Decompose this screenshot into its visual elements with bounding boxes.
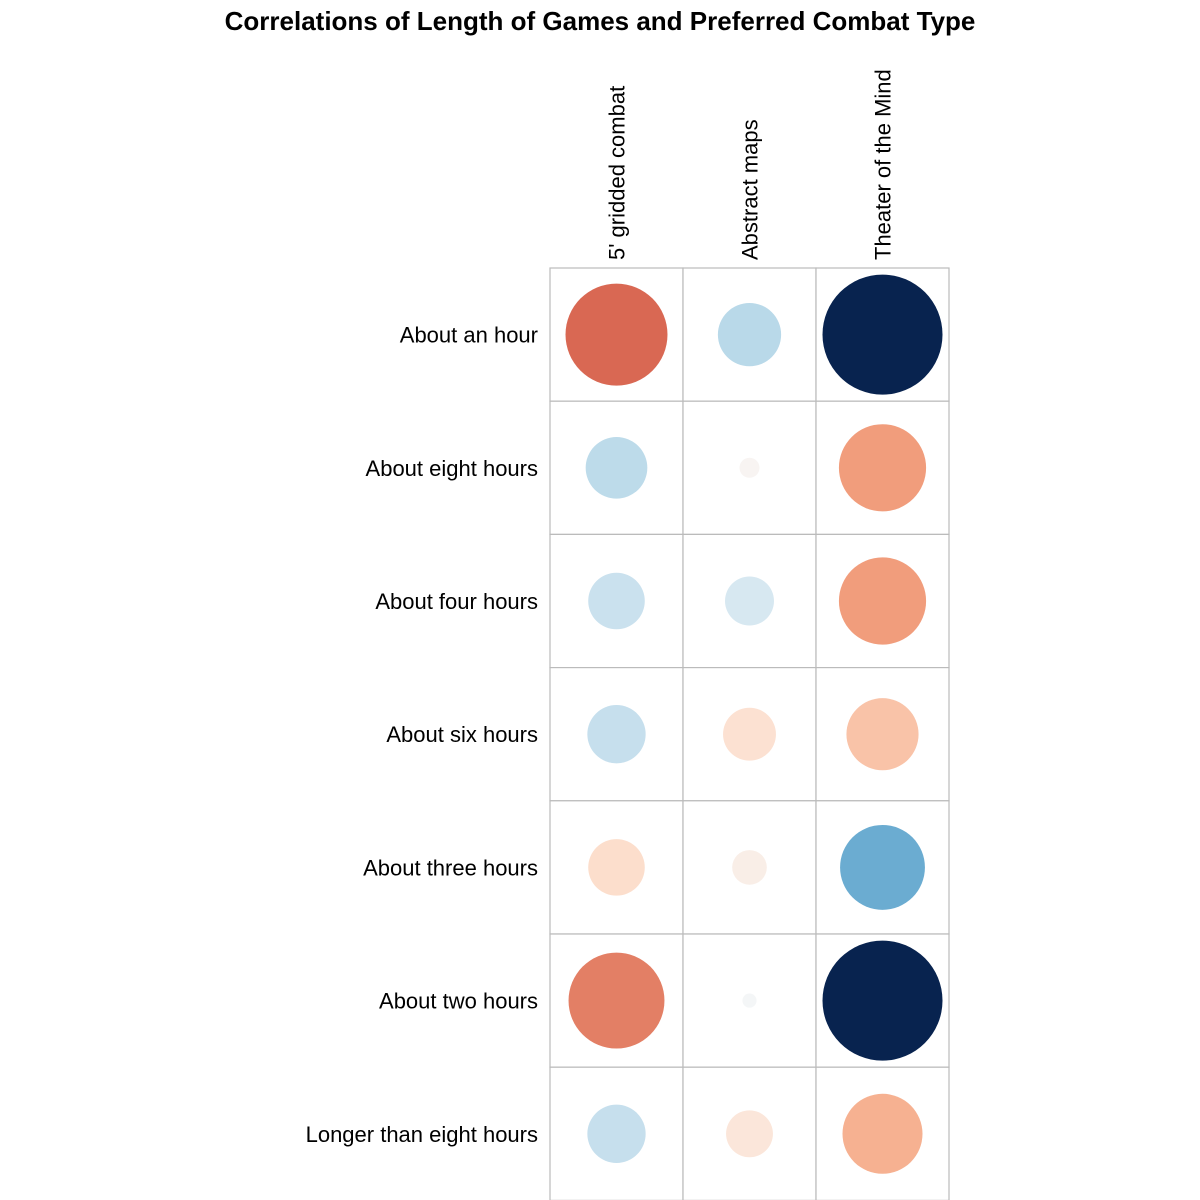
row-labels: About an hour About eight hours About four…: [306, 323, 538, 1147]
correlation-circle: [587, 1104, 646, 1163]
correlation-circle: [732, 850, 767, 885]
correlation-circle: [723, 707, 776, 761]
correlation-circle: [588, 839, 645, 896]
correlation-circle: [585, 436, 648, 499]
correlation-circle: [840, 824, 925, 910]
row-label: About eight hours: [366, 456, 538, 481]
column-label: Abstract maps: [738, 119, 763, 260]
row-label: About six hours: [386, 722, 538, 747]
row-label: About an hour: [400, 323, 538, 348]
correlation-circle: [838, 424, 927, 512]
column-labels: 5' gridded combat Abstract maps Theater of…: [605, 69, 896, 260]
correlation-circle: [725, 576, 774, 626]
correlation-circle: [742, 993, 757, 1008]
correlation-circles: [565, 274, 943, 1174]
correlation-circle: [588, 572, 645, 630]
correlation-circle: [822, 274, 943, 395]
correlation-circle: [842, 1093, 923, 1174]
chart-title: Correlations of Length of Games and Pref…: [224, 6, 976, 36]
row-label: Longer than eight hours: [306, 1122, 538, 1147]
correlation-circle: [838, 557, 927, 645]
correlation-circle: [726, 1110, 773, 1158]
column-label: Theater of the Mind: [871, 69, 896, 260]
row-label: About three hours: [363, 855, 538, 880]
correlation-circle: [846, 698, 919, 771]
correlation-circle: [739, 457, 760, 478]
row-label: About two hours: [379, 989, 538, 1014]
column-label: 5' gridded combat: [605, 86, 630, 260]
correlation-circle: [717, 302, 782, 367]
correlation-circle: [822, 940, 943, 1061]
row-label: About four hours: [375, 589, 538, 614]
grid-cells: [549, 267, 950, 1200]
correlation-circle: [565, 283, 668, 386]
correlation-circle: [568, 952, 665, 1049]
correlation-circle: [587, 705, 646, 764]
